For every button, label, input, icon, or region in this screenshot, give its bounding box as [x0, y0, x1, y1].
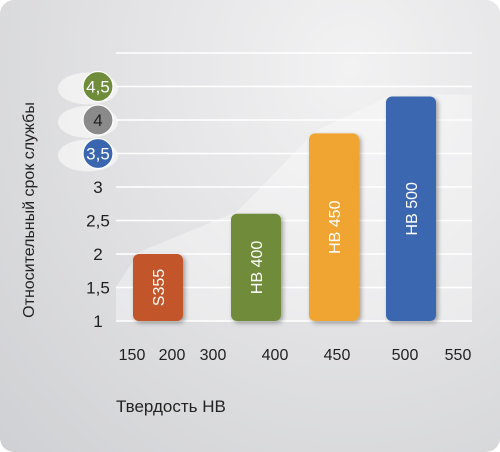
- y-axis-title: Относительный срок службы: [21, 102, 38, 318]
- x-tick-label: 300: [200, 347, 227, 364]
- y-tick-label: 4,5: [86, 78, 110, 97]
- bar: [309, 133, 359, 321]
- y-tick-label: 1: [93, 312, 102, 331]
- y-tick-label: 2,5: [86, 212, 110, 231]
- bar-label: HB 450: [327, 200, 344, 253]
- y-tick-highlight: [82, 104, 114, 136]
- y-tick-label: 1,5: [86, 279, 110, 298]
- y-tick-highlight: [82, 70, 114, 103]
- bar-label: HB 500: [404, 182, 421, 235]
- y-tick-label: 3,5: [86, 145, 110, 164]
- x-tick-label: 500: [392, 347, 419, 364]
- background-band: [116, 94, 472, 321]
- y-tick-label: 3: [93, 178, 102, 197]
- x-tick-label: 200: [159, 347, 186, 364]
- bar: [386, 96, 436, 321]
- bar-label: HB 400: [249, 241, 266, 294]
- bar-label: S355: [151, 269, 168, 306]
- y-tick-label: 4: [93, 111, 102, 130]
- y-tick-highlight: [82, 137, 114, 170]
- x-tick-label: 400: [262, 347, 289, 364]
- x-axis-title: Твердость HB: [116, 397, 226, 416]
- x-tick-label: 450: [324, 347, 351, 364]
- bar: [231, 213, 281, 321]
- x-tick-label: 150: [119, 347, 146, 364]
- y-tick-label: 2: [93, 245, 102, 264]
- x-tick-label: 550: [445, 347, 472, 364]
- bar: [133, 254, 183, 321]
